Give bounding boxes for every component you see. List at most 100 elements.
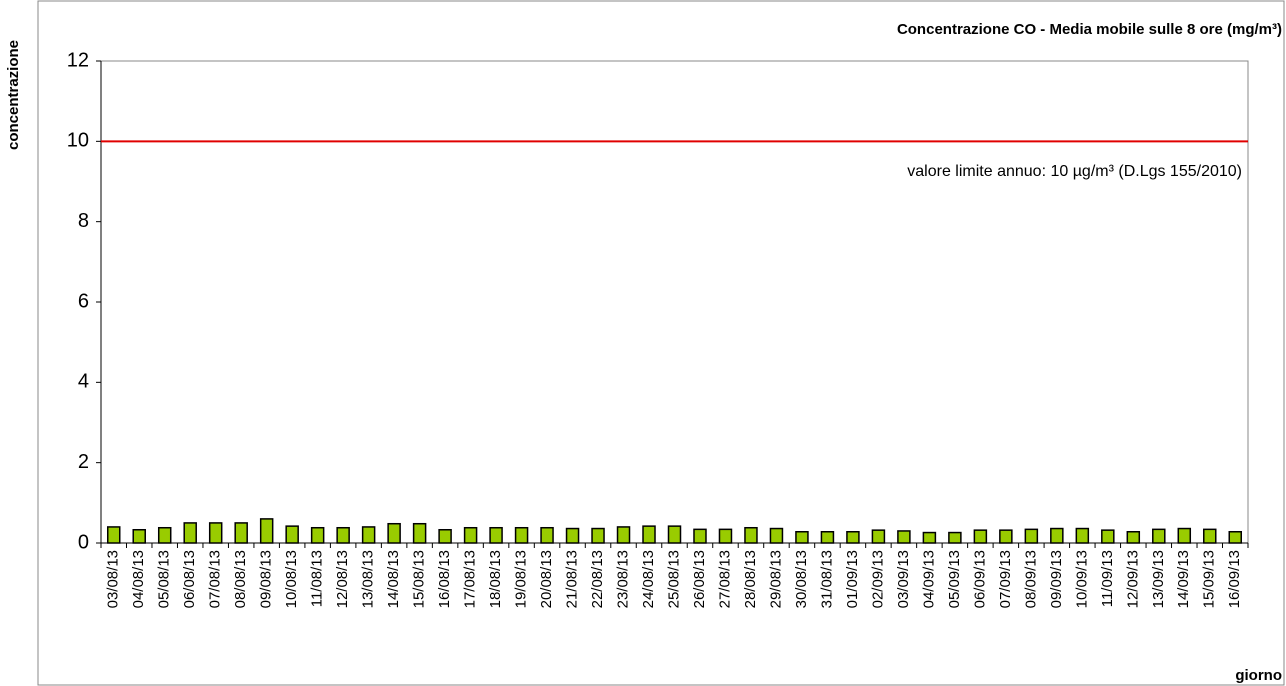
x-tick-label: 28/08/13: [742, 550, 759, 608]
bar: [1101, 529, 1115, 544]
bar: [591, 527, 605, 544]
x-tick-label: 01/09/13: [844, 550, 861, 608]
x-tick-label: 30/08/13: [793, 550, 810, 608]
x-tick-label: 06/09/13: [971, 550, 988, 608]
bar: [106, 526, 121, 544]
y-tick-label: 8: [78, 210, 89, 232]
bar: [1152, 528, 1166, 544]
x-tick-label: 20/08/13: [538, 550, 555, 608]
bar: [667, 525, 682, 544]
x-tick-label: 23/08/13: [614, 550, 631, 608]
x-tick-label: 11/09/13: [1099, 550, 1116, 607]
bar: [948, 531, 962, 544]
bar: [1024, 528, 1039, 544]
bar: [361, 526, 376, 544]
x-tick-label: 29/08/13: [767, 550, 784, 608]
y-tick-label: 2: [78, 451, 89, 473]
bar: [285, 525, 299, 544]
plot-area: [100, 60, 1249, 544]
x-tick-label: 16/09/13: [1226, 550, 1243, 608]
x-tick-label: 09/08/13: [258, 550, 275, 608]
bar: [744, 526, 758, 544]
x-tick-label: 05/09/13: [946, 550, 963, 608]
x-tick-label: 18/08/13: [487, 550, 504, 608]
bar: [820, 531, 835, 544]
bar: [463, 526, 478, 544]
chart-frame: [37, 0, 1285, 686]
bar: [769, 527, 784, 544]
bar: [616, 526, 631, 544]
x-tick-label: 15/09/13: [1201, 550, 1218, 608]
bar: [336, 526, 350, 544]
bar: [438, 528, 452, 544]
bar: [871, 529, 886, 544]
x-tick-label: 26/08/13: [691, 550, 708, 608]
y-tick-label: 6: [78, 290, 89, 312]
x-tick-label: 03/09/13: [895, 550, 912, 608]
x-tick-label: 04/09/13: [920, 550, 937, 608]
x-tick-label: 10/08/13: [283, 550, 300, 608]
bar: [183, 522, 197, 544]
x-tick-label: 08/09/13: [1022, 550, 1039, 608]
x-tick-label: 07/08/13: [207, 550, 224, 608]
x-tick-label: 15/08/13: [411, 550, 428, 608]
x-tick-label: 08/08/13: [232, 550, 249, 608]
x-tick-label: 24/08/13: [640, 550, 657, 608]
x-tick-label: 12/08/13: [334, 550, 351, 608]
bar: [234, 522, 248, 544]
bar: [489, 526, 503, 544]
bar: [999, 529, 1013, 544]
bar: [565, 527, 580, 544]
x-tick-label: 31/08/13: [818, 550, 835, 608]
bar: [540, 526, 554, 544]
bar: [1228, 531, 1243, 544]
x-tick-label: 25/08/13: [665, 550, 682, 608]
y-tick-label: 0: [78, 531, 89, 553]
bar: [1050, 527, 1064, 544]
x-tick-label: 14/08/13: [385, 550, 402, 608]
x-tick-label: 13/09/13: [1150, 550, 1167, 608]
bar: [157, 526, 172, 544]
x-tick-label: 21/08/13: [564, 550, 581, 608]
bar: [846, 531, 860, 544]
x-tick-label: 14/09/13: [1175, 550, 1192, 608]
bar: [897, 530, 911, 544]
chart-title: Concentrazione CO - Media mobile sulle 8…: [897, 21, 1282, 38]
x-tick-label: 06/08/13: [181, 550, 198, 608]
bar: [973, 529, 988, 544]
x-tick-label: 16/08/13: [436, 550, 453, 608]
bar: [718, 528, 733, 544]
bar: [1126, 531, 1141, 544]
x-tick-label: 11/08/13: [309, 550, 326, 607]
bar: [795, 531, 809, 544]
bar: [412, 522, 427, 544]
bar: [922, 531, 937, 544]
x-tick-label: 19/08/13: [513, 550, 530, 608]
bar: [310, 526, 325, 544]
bar: [514, 526, 529, 544]
bar: [208, 522, 223, 544]
y-tick-label: 4: [78, 371, 89, 393]
reference-label: valore limite annuo: 10 µg/m³ (D.Lgs 155…: [907, 163, 1242, 180]
bar: [642, 525, 656, 544]
bar: [693, 528, 707, 544]
bar: [1075, 527, 1090, 544]
bar: [1177, 527, 1192, 544]
bar: [259, 518, 274, 544]
x-tick-label: 05/08/13: [156, 550, 173, 608]
x-tick-label: 22/08/13: [589, 550, 606, 608]
x-tick-label: 12/09/13: [1124, 550, 1141, 608]
y-axis-label: concentrazione: [5, 40, 22, 150]
bar: [132, 528, 146, 544]
y-tick-label: 12: [67, 49, 89, 71]
x-tick-label: 07/09/13: [997, 550, 1014, 608]
x-axis-label: giorno: [1235, 667, 1282, 684]
x-tick-label: 09/09/13: [1048, 550, 1065, 608]
x-tick-label: 10/09/13: [1073, 550, 1090, 608]
bar: [387, 522, 401, 544]
x-tick-label: 03/08/13: [105, 550, 122, 608]
x-tick-label: 13/08/13: [360, 550, 377, 608]
y-tick-label: 10: [67, 130, 89, 152]
x-tick-label: 17/08/13: [462, 550, 479, 608]
